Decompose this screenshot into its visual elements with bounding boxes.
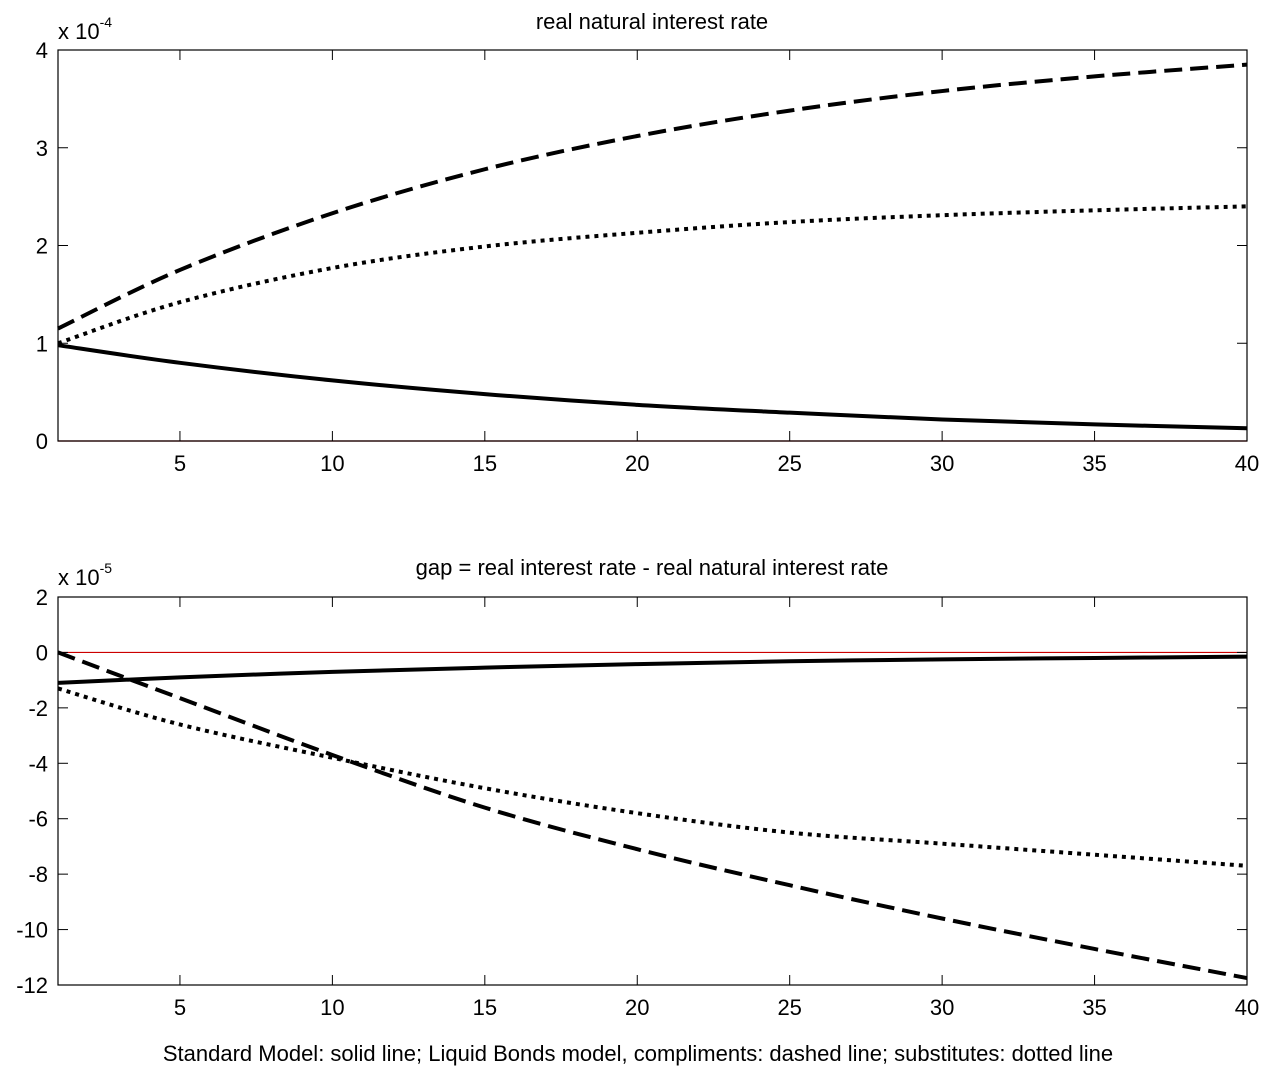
x-tick-label: 40 — [1235, 995, 1259, 1020]
x-tick-label: 10 — [320, 995, 344, 1020]
chart-title: gap = real interest rate - real natural … — [416, 555, 889, 580]
x-tick-label: 5 — [174, 451, 186, 476]
x-tick-label: 20 — [625, 995, 649, 1020]
y-multiplier: x 10-5 — [58, 560, 112, 590]
x-tick-label: 35 — [1082, 995, 1106, 1020]
y-tick-label: -2 — [28, 696, 48, 721]
y-tick-label: -4 — [28, 751, 48, 776]
y-tick-label: -8 — [28, 862, 48, 887]
y-tick-label: 2 — [36, 585, 48, 610]
x-tick-label: 30 — [930, 451, 954, 476]
x-tick-label: 20 — [625, 451, 649, 476]
y-tick-label: -6 — [28, 807, 48, 832]
y-tick-label: -10 — [16, 918, 48, 943]
y-multiplier: x 10-4 — [58, 14, 112, 44]
chart-real-natural-interest-rate: real natural interest rate x 10-4 5 10 15 2… — [36, 9, 1259, 476]
y-multiplier-prefix: x 10 — [58, 19, 100, 44]
series-line-dotted — [57, 204, 1248, 346]
x-tick-label: 25 — [777, 995, 801, 1020]
x-tick-label: 35 — [1082, 451, 1106, 476]
series-line-dotted — [57, 686, 1248, 868]
axes-box — [57, 596, 1248, 986]
x-tick-label: 25 — [777, 451, 801, 476]
series-line-dashed — [57, 62, 1248, 331]
series-line-solid — [57, 343, 1248, 431]
x-tick-label: 5 — [174, 995, 186, 1020]
x-tick-label: 15 — [473, 451, 497, 476]
y-multiplier-exponent: -4 — [100, 14, 113, 30]
y-tick-label: 0 — [36, 640, 48, 665]
y-tick-label: 3 — [36, 136, 48, 161]
chart-title: real natural interest rate — [536, 9, 768, 34]
y-multiplier-exponent: -5 — [100, 560, 113, 576]
y-tick-label: 1 — [36, 331, 48, 356]
x-tick-label: 40 — [1235, 451, 1259, 476]
x-tick-label: 10 — [320, 451, 344, 476]
x-tick-label: 15 — [473, 995, 497, 1020]
chart-gap: gap = real interest rate - real natural … — [16, 555, 1259, 1020]
series-line-dashed — [57, 650, 1248, 981]
y-tick-label: 0 — [36, 429, 48, 454]
y-tick-label: -12 — [16, 973, 48, 998]
series-line-solid — [57, 654, 1248, 685]
figure-caption: Standard Model: solid line; Liquid Bonds… — [163, 1041, 1113, 1066]
x-tick-label: 30 — [930, 995, 954, 1020]
y-tick-label: 2 — [36, 234, 48, 259]
y-multiplier-prefix: x 10 — [58, 565, 100, 590]
y-tick-label: 4 — [36, 38, 48, 63]
